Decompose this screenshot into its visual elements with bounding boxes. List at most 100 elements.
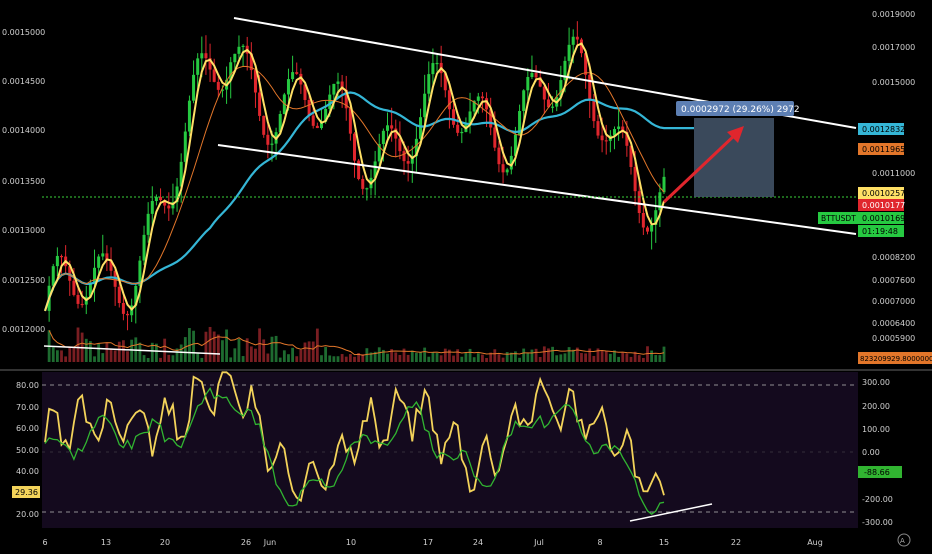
volume-bar: [64, 356, 68, 362]
volume-bar: [551, 346, 554, 362]
price-tag-ma-long: 0.0012832: [858, 123, 905, 135]
settings-icon[interactable]: [897, 533, 911, 547]
x-axis-tick: Aug: [807, 538, 823, 547]
candle-body: [266, 134, 270, 145]
volume-bar: [245, 338, 249, 362]
price-tag-ma-slow: 0.0011965: [858, 143, 905, 155]
volume-bar: [155, 343, 158, 362]
candle-body: [575, 36, 579, 40]
candle-body: [311, 115, 315, 126]
candle-body: [212, 69, 216, 82]
x-axis-tick: 20: [160, 538, 170, 547]
volume-bar: [237, 338, 241, 362]
candle-body: [513, 134, 517, 156]
volume-bar: [402, 348, 406, 362]
candle-body: [229, 62, 233, 80]
candle-body: [187, 100, 191, 132]
right-axis-tick: 0.0008200: [872, 253, 915, 262]
volume-bar: [299, 349, 303, 362]
volume-bar: [600, 351, 604, 362]
candle-body: [253, 70, 257, 93]
projection-arrow[interactable]: [662, 132, 738, 204]
left-axis-tick: 0.0014500: [2, 77, 45, 86]
svg-text:01:19:48: 01:19:48: [862, 227, 898, 236]
projection-label-bg: [676, 101, 794, 116]
candle-body: [183, 131, 187, 162]
candle-body: [592, 99, 596, 122]
candle-body: [435, 62, 439, 65]
left-axis-tick: 0.0014000: [2, 126, 45, 135]
volume-trendline[interactable]: [43, 345, 221, 355]
candle-body: [328, 94, 332, 109]
osc-left-value-tag: 29.36: [12, 486, 40, 498]
candle-body: [534, 73, 538, 78]
volume-bar: [303, 342, 307, 362]
candle-body: [344, 89, 348, 109]
volume-bar: [126, 351, 129, 362]
candle-body: [617, 126, 621, 130]
candle-body: [150, 201, 154, 214]
candle-body: [196, 58, 200, 75]
candle-body: [600, 135, 604, 141]
volume-bar: [427, 356, 431, 362]
oscillator-line-a: [44, 371, 665, 503]
candle-body: [493, 127, 497, 148]
volume-bar: [571, 349, 575, 362]
volume-bar: [208, 326, 212, 362]
x-axis-tick: Jun: [263, 538, 277, 547]
oscillator-divergence-trendline[interactable]: [629, 503, 713, 522]
volume-bar: [328, 355, 332, 362]
candle-body: [237, 46, 241, 54]
volume-bar: [361, 354, 365, 362]
svg-text:0.0010177: 0.0010177: [862, 201, 905, 210]
x-axis-tick: 10: [346, 538, 356, 547]
candle-body: [596, 121, 600, 136]
volume-bar: [625, 353, 629, 362]
price-tag-countdown: 01:19:48: [858, 225, 904, 237]
svg-text:823209929.80000000: 823209929.80000000: [860, 355, 932, 363]
candle-body: [220, 89, 224, 91]
candle-body: [386, 125, 390, 131]
volume-bar: [344, 356, 348, 362]
price-tag-symbol[interactable]: BTTUSDT 0.0010169: [818, 212, 905, 224]
candle-body: [291, 72, 295, 80]
channel-lower-trendline[interactable]: [217, 144, 857, 235]
osc-right-axis-tick: 100.00: [862, 425, 890, 434]
volume-bar: [150, 342, 154, 362]
price-tag-ma-fast: 0.0010257: [858, 187, 905, 199]
candle-body: [460, 131, 464, 134]
volume-bar: [258, 328, 261, 362]
volume-bar: [514, 351, 517, 362]
candle-body: [526, 77, 530, 91]
osc-right-axis-tick: 0.00: [862, 448, 880, 457]
osc-right-value-tag: -88.66: [858, 466, 902, 478]
volume-bar: [200, 357, 204, 362]
candle-body: [612, 129, 616, 136]
right-axis-tick: 0.0007600: [872, 276, 915, 285]
candle-body: [353, 133, 356, 161]
candle-body: [307, 100, 311, 116]
volume-bar: [419, 352, 422, 362]
oscillator-pane: [42, 372, 858, 528]
volume-bar: [509, 352, 513, 362]
candle-body: [431, 63, 435, 75]
candle-body: [588, 74, 592, 100]
volume-bar: [233, 348, 237, 362]
volume-bar: [555, 355, 559, 362]
osc-right-axis-tick: 300.00: [862, 378, 890, 387]
volume-bar: [501, 357, 505, 362]
volume-bar: [481, 354, 484, 362]
candle-body: [146, 213, 150, 235]
candle-body: [645, 227, 649, 232]
svg-text:0.0010257: 0.0010257: [862, 189, 905, 198]
volume-bar: [357, 353, 361, 362]
left-axis-tick: 0.0013000: [2, 226, 45, 235]
volume-ma-line: [48, 330, 665, 356]
volume-bar: [621, 352, 625, 362]
candle-body: [414, 138, 418, 157]
candle-body: [509, 155, 513, 170]
candle-body: [361, 179, 365, 189]
volume-bar: [547, 348, 550, 362]
volume-bar: [468, 348, 472, 362]
